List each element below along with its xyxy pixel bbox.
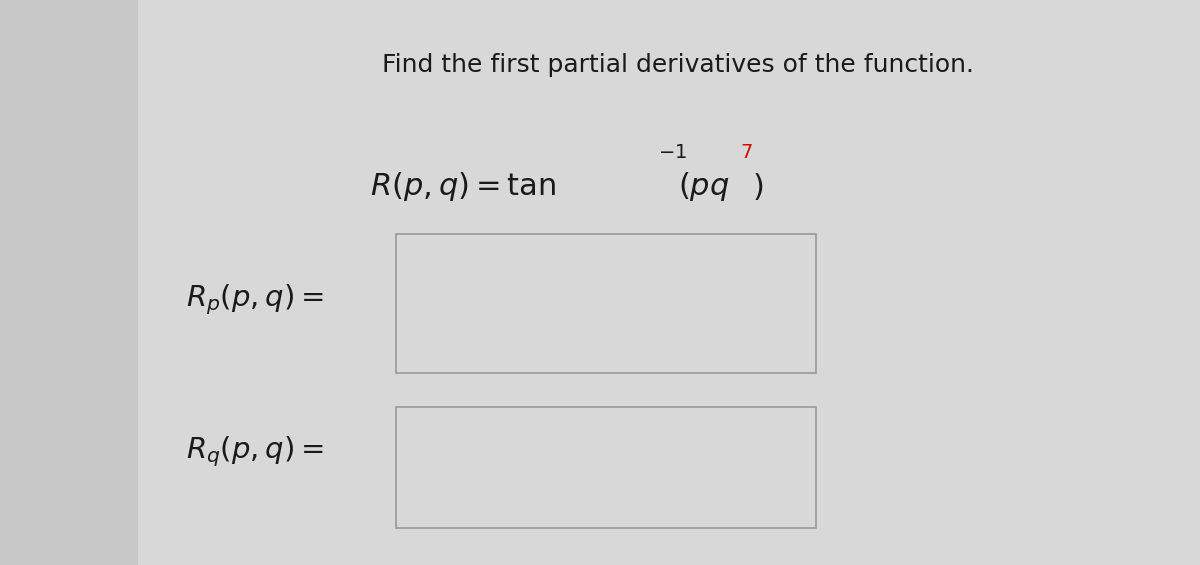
Text: $7$: $7$ bbox=[740, 143, 754, 162]
Text: $)$: $)$ bbox=[752, 171, 763, 202]
Text: $R(p, q) = \mathrm{tan}$: $R(p, q) = \mathrm{tan}$ bbox=[370, 170, 556, 203]
Text: Find the first partial derivatives of the function.: Find the first partial derivatives of th… bbox=[382, 53, 974, 77]
Text: $-1$: $-1$ bbox=[658, 143, 686, 162]
Text: $R_q(p, q) =$: $R_q(p, q) =$ bbox=[186, 434, 324, 470]
Text: $(pq$: $(pq$ bbox=[678, 170, 730, 203]
Text: $R_p(p, q) =$: $R_p(p, q) =$ bbox=[186, 282, 324, 317]
